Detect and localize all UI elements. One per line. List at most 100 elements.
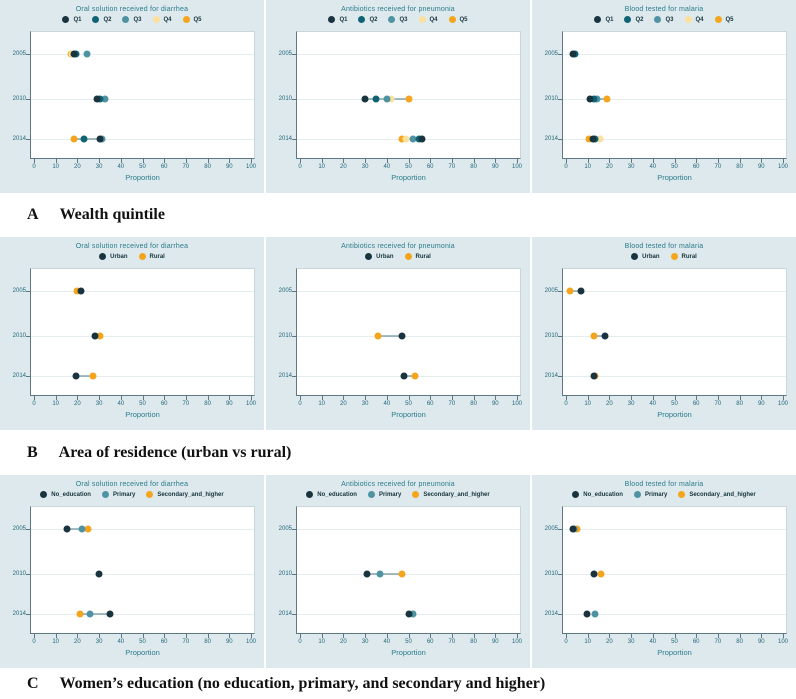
- x-tick-label: 10: [584, 164, 592, 170]
- y-tick: [26, 614, 30, 616]
- legend-label: Secondary_and_higher: [689, 491, 756, 498]
- legend-item: Primary: [101, 491, 135, 498]
- x-tick-label: 60: [160, 639, 168, 645]
- x-tick: [473, 396, 475, 400]
- gridline: [297, 291, 520, 293]
- legend-dot-icon: [146, 491, 154, 498]
- data-point-No_education: [569, 525, 576, 533]
- gridline: [563, 335, 786, 337]
- gridline: [31, 614, 254, 616]
- x-tick: [142, 159, 144, 163]
- x-tick: [321, 159, 323, 163]
- data-point-Q1: [361, 95, 369, 103]
- x-tick: [761, 396, 763, 400]
- x-tick: [99, 396, 101, 400]
- gridline: [31, 54, 254, 56]
- x-tick: [207, 396, 209, 400]
- x-tick: [164, 634, 166, 638]
- x-tick: [55, 634, 57, 638]
- chart-panel: Blood tested for malaria Urban Rural 2005 20…: [532, 237, 796, 430]
- chart-row-wealth: Oral solution received for diarrhea Q1 Q2 Q…: [0, 0, 796, 193]
- gridline: [297, 335, 520, 337]
- x-tick: [451, 159, 453, 163]
- x-tick: [783, 396, 784, 400]
- data-point-No_education: [590, 570, 598, 578]
- x-tick: [609, 396, 611, 400]
- chart-row-education: Oral solution received for diarrhea No_ed…: [0, 475, 796, 668]
- x-tick: [343, 634, 345, 638]
- x-axis-label: Proportion: [125, 410, 160, 419]
- data-point-Primary: [78, 525, 86, 533]
- x-tick-label: 100: [777, 639, 789, 645]
- year-tick-label: 2014: [12, 373, 26, 380]
- x-tick: [207, 634, 209, 638]
- data-point-Q1: [96, 135, 104, 143]
- year-tick-label: 2010: [278, 570, 292, 577]
- x-tick: [120, 396, 122, 400]
- x-tick-label: 60: [426, 401, 434, 407]
- legend-item: Rural: [404, 253, 431, 260]
- gridline: [31, 573, 254, 575]
- x-tick: [495, 634, 497, 638]
- data-point-Urban: [72, 372, 80, 380]
- legend-dot-icon: [633, 491, 641, 498]
- x-tick: [343, 396, 345, 400]
- x-tick-label: 20: [74, 401, 81, 407]
- legend-label: Q2: [103, 16, 112, 23]
- x-tick-label: 80: [470, 401, 477, 407]
- data-point-Urban: [590, 372, 598, 380]
- chart-panel: Blood tested for malaria Q1 Q2 Q3 Q4 Q5 2005 20…: [532, 0, 796, 193]
- x-tick-label: 50: [671, 401, 678, 407]
- chart-panel: Blood tested for malaria No_education Prim…: [532, 475, 796, 668]
- x-tick-label: 100: [511, 639, 523, 645]
- x-axis-label: Proportion: [657, 173, 692, 182]
- x-tick-label: 70: [182, 639, 190, 645]
- legend-dot-icon: [631, 253, 639, 260]
- x-tick: [386, 634, 388, 638]
- legend-dot-icon: [678, 491, 686, 498]
- x-tick-label: 100: [777, 401, 789, 407]
- x-tick: [652, 634, 654, 638]
- gridline: [563, 139, 786, 141]
- x-tick-label: 10: [52, 639, 60, 645]
- legend-dot-icon: [122, 16, 130, 23]
- gridline: [297, 573, 520, 575]
- year-tick-label: 2010: [12, 570, 26, 577]
- x-tick: [386, 159, 388, 163]
- data-point-Urban: [577, 287, 585, 295]
- x-tick-label: 20: [74, 639, 81, 645]
- x-tick: [674, 159, 676, 163]
- chart-panel: Antibiotics received for pneumonia No_edu…: [266, 475, 530, 668]
- x-tick: [120, 634, 122, 638]
- legend-item: Q1: [62, 16, 81, 23]
- x-tick-label: 100: [245, 639, 257, 645]
- data-point-Q1: [586, 95, 594, 103]
- data-point-Secondary_and_higher: [76, 610, 84, 618]
- x-tick-label: 0: [32, 639, 36, 645]
- legend-dot-icon: [358, 16, 366, 23]
- x-tick-label: 50: [405, 639, 412, 645]
- data-point-Q1: [589, 135, 597, 143]
- data-point-Q5: [585, 135, 593, 143]
- y-tick: [558, 573, 562, 575]
- x-tick: [207, 159, 209, 163]
- legend-label: Rural: [681, 253, 697, 260]
- x-tick-label: 80: [736, 639, 743, 645]
- x-tick: [696, 396, 698, 400]
- connector-line: [66, 528, 89, 530]
- legend-item: No_education: [306, 491, 357, 498]
- chart-row-residence: Oral solution received for diarrhea Urban…: [0, 237, 796, 430]
- data-point-Rural: [566, 287, 574, 295]
- x-tick-label: 70: [448, 164, 456, 170]
- x-tick: [739, 634, 741, 638]
- legend-dot-icon: [572, 491, 580, 498]
- legend-label: Q1: [73, 16, 82, 23]
- x-tick: [99, 634, 101, 638]
- x-tick: [609, 159, 611, 163]
- legend-dot-icon: [684, 16, 692, 23]
- x-tick: [696, 159, 698, 163]
- gridline: [297, 54, 520, 56]
- x-tick: [229, 159, 231, 163]
- year-tick-label: 2014: [278, 136, 292, 143]
- data-point-Q4: [596, 135, 604, 143]
